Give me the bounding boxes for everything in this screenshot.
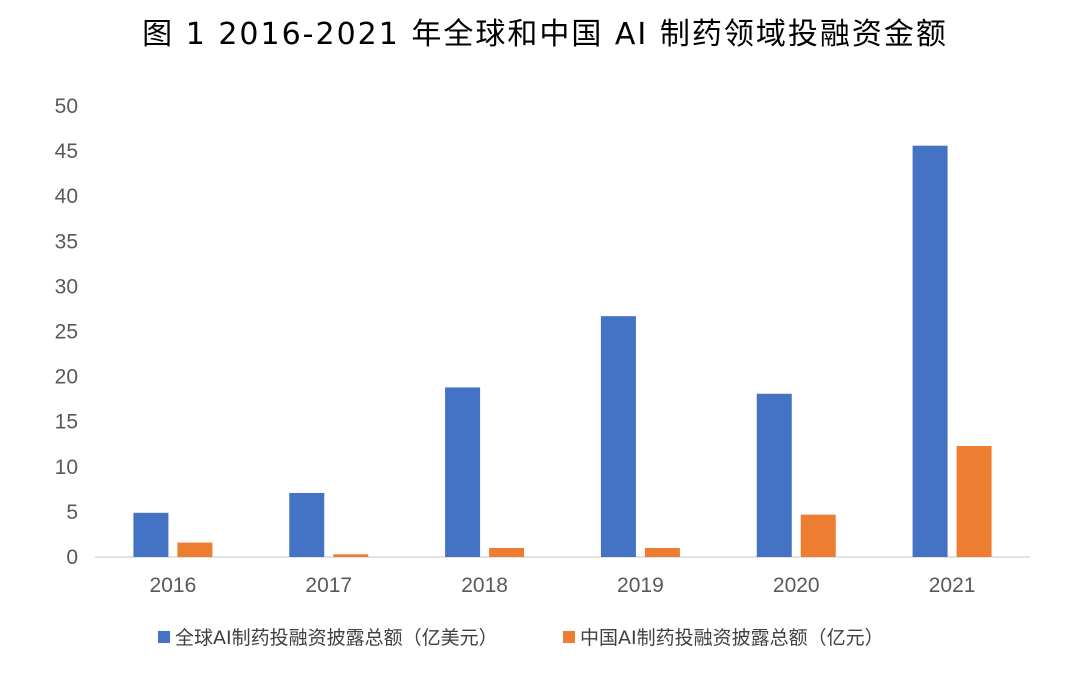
bar-series-1-2016: [133, 512, 169, 557]
bar-series-2-2018: [489, 547, 525, 557]
y-tick-label: 0: [66, 546, 78, 569]
legend-label-1: 全球AI制药投融资披露总额（亿美元）: [175, 627, 498, 649]
bar-series-2-2017: [333, 554, 369, 557]
x-tick-label: 2019: [617, 574, 664, 597]
x-tick-label: 2018: [461, 574, 508, 597]
y-tick-label: 30: [55, 275, 78, 298]
legend-swatch-1: [158, 631, 170, 643]
y-axis-ticks: 0 5 10 15 20 25 30 35 40 45 50: [55, 95, 78, 569]
y-tick-label: 25: [55, 321, 78, 344]
y-tick-label: 40: [55, 185, 78, 208]
y-tick-label: 5: [66, 501, 78, 524]
x-tick-label: 2021: [929, 574, 976, 597]
bar-series-2-2021: [956, 446, 992, 557]
bar-series-1-2018: [445, 387, 481, 557]
y-tick-label: 45: [55, 140, 78, 163]
y-tick-label: 50: [55, 95, 78, 118]
bar-series-2-2019: [644, 547, 680, 557]
legend-label-2: 中国AI制药投融资披露总额（亿元）: [580, 627, 884, 649]
legend: 全球AI制药投融资披露总额（亿美元） 中国AI制药投融资披露总额（亿元）: [158, 627, 884, 649]
y-tick-label: 20: [55, 366, 78, 389]
x-tick-label: 2016: [150, 574, 197, 597]
y-tick-label: 15: [55, 411, 78, 434]
y-tick-label: 35: [55, 230, 78, 253]
chart-title: 图 1 2016-2021 年全球和中国 AI 制药领域投融资金额: [142, 17, 948, 52]
bar-series-1-2021: [912, 145, 948, 558]
x-tick-label: 2017: [305, 574, 352, 597]
bar-series-1-2017: [289, 492, 325, 557]
bar-series-1-2020: [756, 393, 792, 557]
legend-swatch-2: [563, 631, 575, 643]
bars: [133, 145, 992, 558]
bar-series-1-2019: [600, 316, 636, 557]
x-axis-ticks: 2016 2017 2018 2019 2020 2021: [150, 574, 976, 597]
bar-series-2-2016: [177, 542, 213, 557]
x-tick-label: 2020: [773, 574, 820, 597]
y-tick-label: 10: [55, 456, 78, 479]
bar-series-2-2020: [800, 514, 836, 557]
